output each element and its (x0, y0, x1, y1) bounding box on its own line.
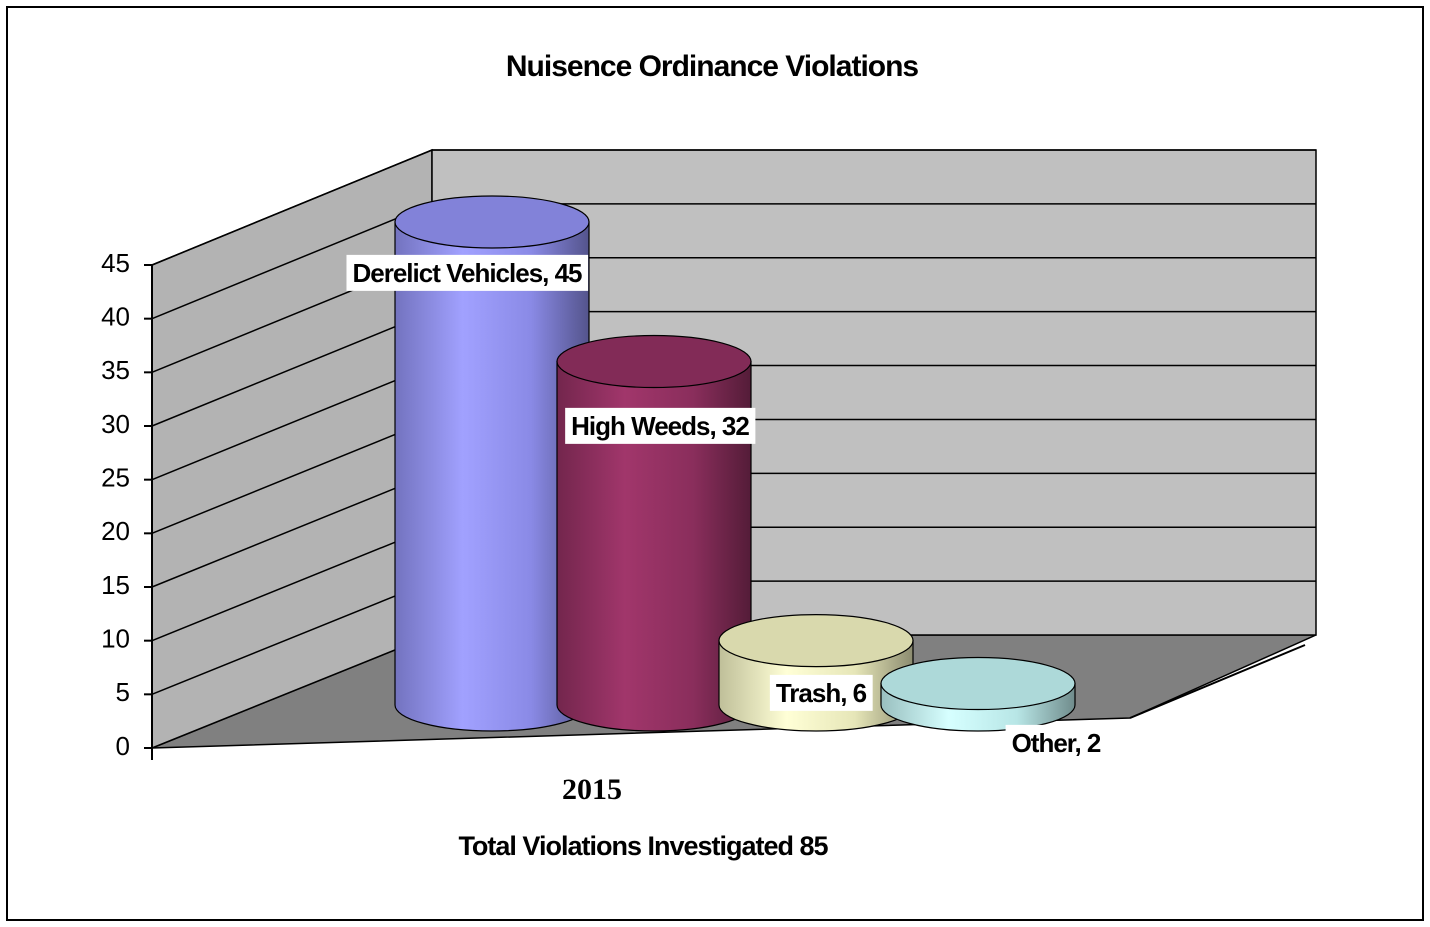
x-axis-label: Total Violations Investigated 85 (458, 831, 828, 861)
y-tick-label: 30 (101, 409, 130, 439)
y-tick-label: 15 (101, 570, 130, 600)
y-tick-label: 45 (101, 248, 130, 278)
bar-top (718, 613, 914, 668)
floor-edge (1129, 644, 1306, 719)
y-tick-label: 5 (116, 677, 130, 707)
chart-title: Nuisence Ordinance Violations (506, 50, 919, 83)
y-tick-label: 40 (101, 302, 130, 332)
grid-line (151, 149, 1316, 266)
data-label: High Weeds, 32 (571, 411, 749, 441)
y-tick-label: 10 (101, 624, 130, 654)
y-tick-label: 0 (116, 731, 130, 761)
data-label-box (346, 254, 589, 291)
data-label-box (1005, 724, 1107, 761)
bar-top (880, 656, 1076, 711)
data-label: Trash, 6 (776, 678, 867, 708)
data-label-box (565, 407, 756, 444)
bar-top (556, 334, 752, 389)
y-tick-label: 35 (101, 355, 130, 385)
data-label: Other, 2 (1012, 728, 1101, 758)
y-tick-label: 20 (101, 516, 130, 546)
data-label-box (769, 674, 873, 711)
x-tick-label: 2015 (562, 773, 622, 806)
y-tick-label: 25 (101, 463, 130, 493)
data-label: Derelict Vehicles, 45 (352, 258, 582, 288)
bar-top (394, 195, 590, 249)
